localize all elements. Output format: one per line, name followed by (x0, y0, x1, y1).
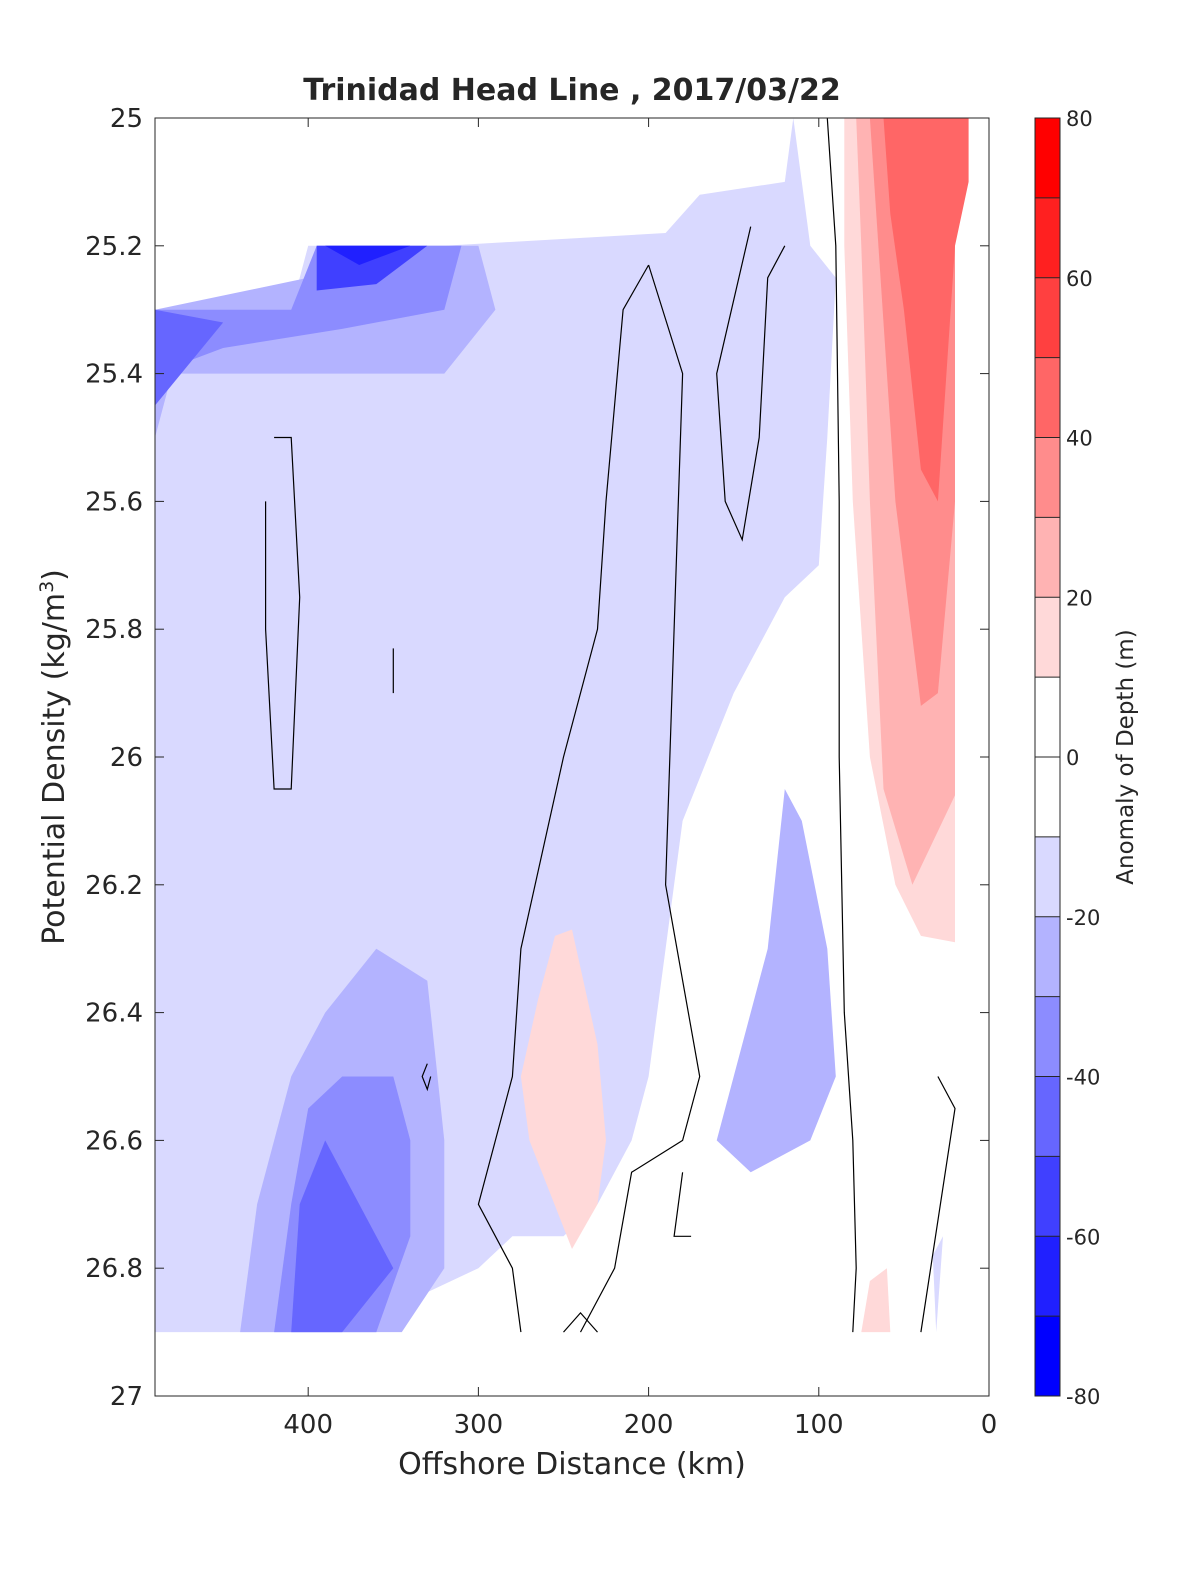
colorbar-tick-label: -80 (1066, 1385, 1100, 1409)
colorbar-label: Anomaly of Depth (m) (1113, 629, 1139, 884)
x-tick-label: 100 (794, 1410, 844, 1440)
zero-contour-line-0 (826, 117, 857, 1333)
x-tick-label: 200 (624, 1410, 674, 1440)
y-tick-label: 27 (110, 1382, 143, 1412)
colorbar-swatch (1035, 437, 1060, 518)
y-tick-label: 25.4 (85, 360, 143, 390)
x-tick-label: 0 (981, 1410, 998, 1440)
zero-contour-line-4 (477, 264, 650, 1333)
colorbar-tick-label: 20 (1066, 586, 1093, 610)
colorbar-swatch (1035, 1156, 1060, 1237)
contour-region-2 (155, 245, 462, 374)
y-tick-label: 26.6 (85, 1126, 143, 1156)
y-tick-label: 26.4 (85, 999, 143, 1029)
colorbar-swatch (1035, 277, 1060, 358)
y-tick-label: 25.2 (85, 232, 143, 262)
zero-contour-line-6 (716, 226, 786, 542)
colorbar-swatch (1035, 1316, 1060, 1396)
colorbar-tick-label: 0 (1066, 746, 1079, 770)
colorbar-swatch (1035, 597, 1060, 678)
y-axis-label-main: Potential Density (kg/m (37, 593, 72, 945)
zero-contour-line-9 (563, 1311, 598, 1333)
x-tick-label: 400 (283, 1410, 333, 1440)
zero-contour-line-3 (421, 1063, 432, 1092)
y-axis-label-close: ) (37, 569, 72, 581)
y-tick-label: 25.6 (85, 487, 143, 517)
contour-region-3 (155, 309, 224, 406)
colorbar-swatch (1035, 118, 1060, 198)
colorbar-swatch (1035, 996, 1060, 1077)
zero-contour-line-5 (579, 264, 701, 1333)
y-tick-label: 26 (110, 743, 143, 773)
colorbar-frame (1034, 117, 1061, 1397)
y-tick-label: 25 (110, 104, 143, 134)
colorbar-swatch (1035, 1236, 1060, 1317)
colorbar-tick-label: 40 (1066, 427, 1093, 451)
chart-title: Trinidad Head Line , 2017/03/22 (303, 73, 840, 108)
x-axis-label: Offshore Distance (km) (398, 1447, 746, 1482)
contour-region-14 (883, 118, 969, 502)
y-tick-label: 25.8 (85, 615, 143, 645)
colorbar-swatch (1035, 357, 1060, 438)
contour-region-10 (520, 929, 606, 1249)
colorbar-tick-label: 60 (1066, 267, 1093, 291)
contour-region-16 (932, 1236, 943, 1333)
contour-region-4 (316, 245, 428, 291)
colorbar-swatch (1035, 757, 1060, 837)
contour-region-15 (861, 1268, 891, 1333)
colorbar-tick-label: 80 (1066, 107, 1093, 131)
y-tick-label: 26.2 (85, 871, 143, 901)
y-tick-label: 26.8 (85, 1254, 143, 1284)
y-axis-label: Potential Density (kg/m3) (36, 569, 72, 945)
colorbar-tick-label: -20 (1066, 906, 1100, 930)
zero-contour-line-7 (673, 1172, 692, 1237)
y-axis-label-superscript: 3 (36, 581, 58, 593)
colorbar-tick-label: -60 (1066, 1225, 1100, 1249)
contour-region-9 (716, 789, 836, 1173)
colorbar-swatch (1035, 1076, 1060, 1157)
colorbar-swatch (1035, 517, 1060, 598)
x-tick-label: 300 (454, 1410, 504, 1440)
colorbar-swatch (1035, 197, 1060, 278)
colorbar-tick-label: -40 (1066, 1066, 1100, 1090)
contour-region-5 (325, 245, 411, 265)
zero-contour-line-8 (920, 1076, 956, 1333)
colorbar-swatch (1035, 836, 1060, 917)
colorbar-swatch (1035, 677, 1060, 757)
contour-region-8 (291, 1140, 394, 1333)
colorbar-swatch (1035, 916, 1060, 997)
zero-contour-line-1 (265, 436, 301, 790)
